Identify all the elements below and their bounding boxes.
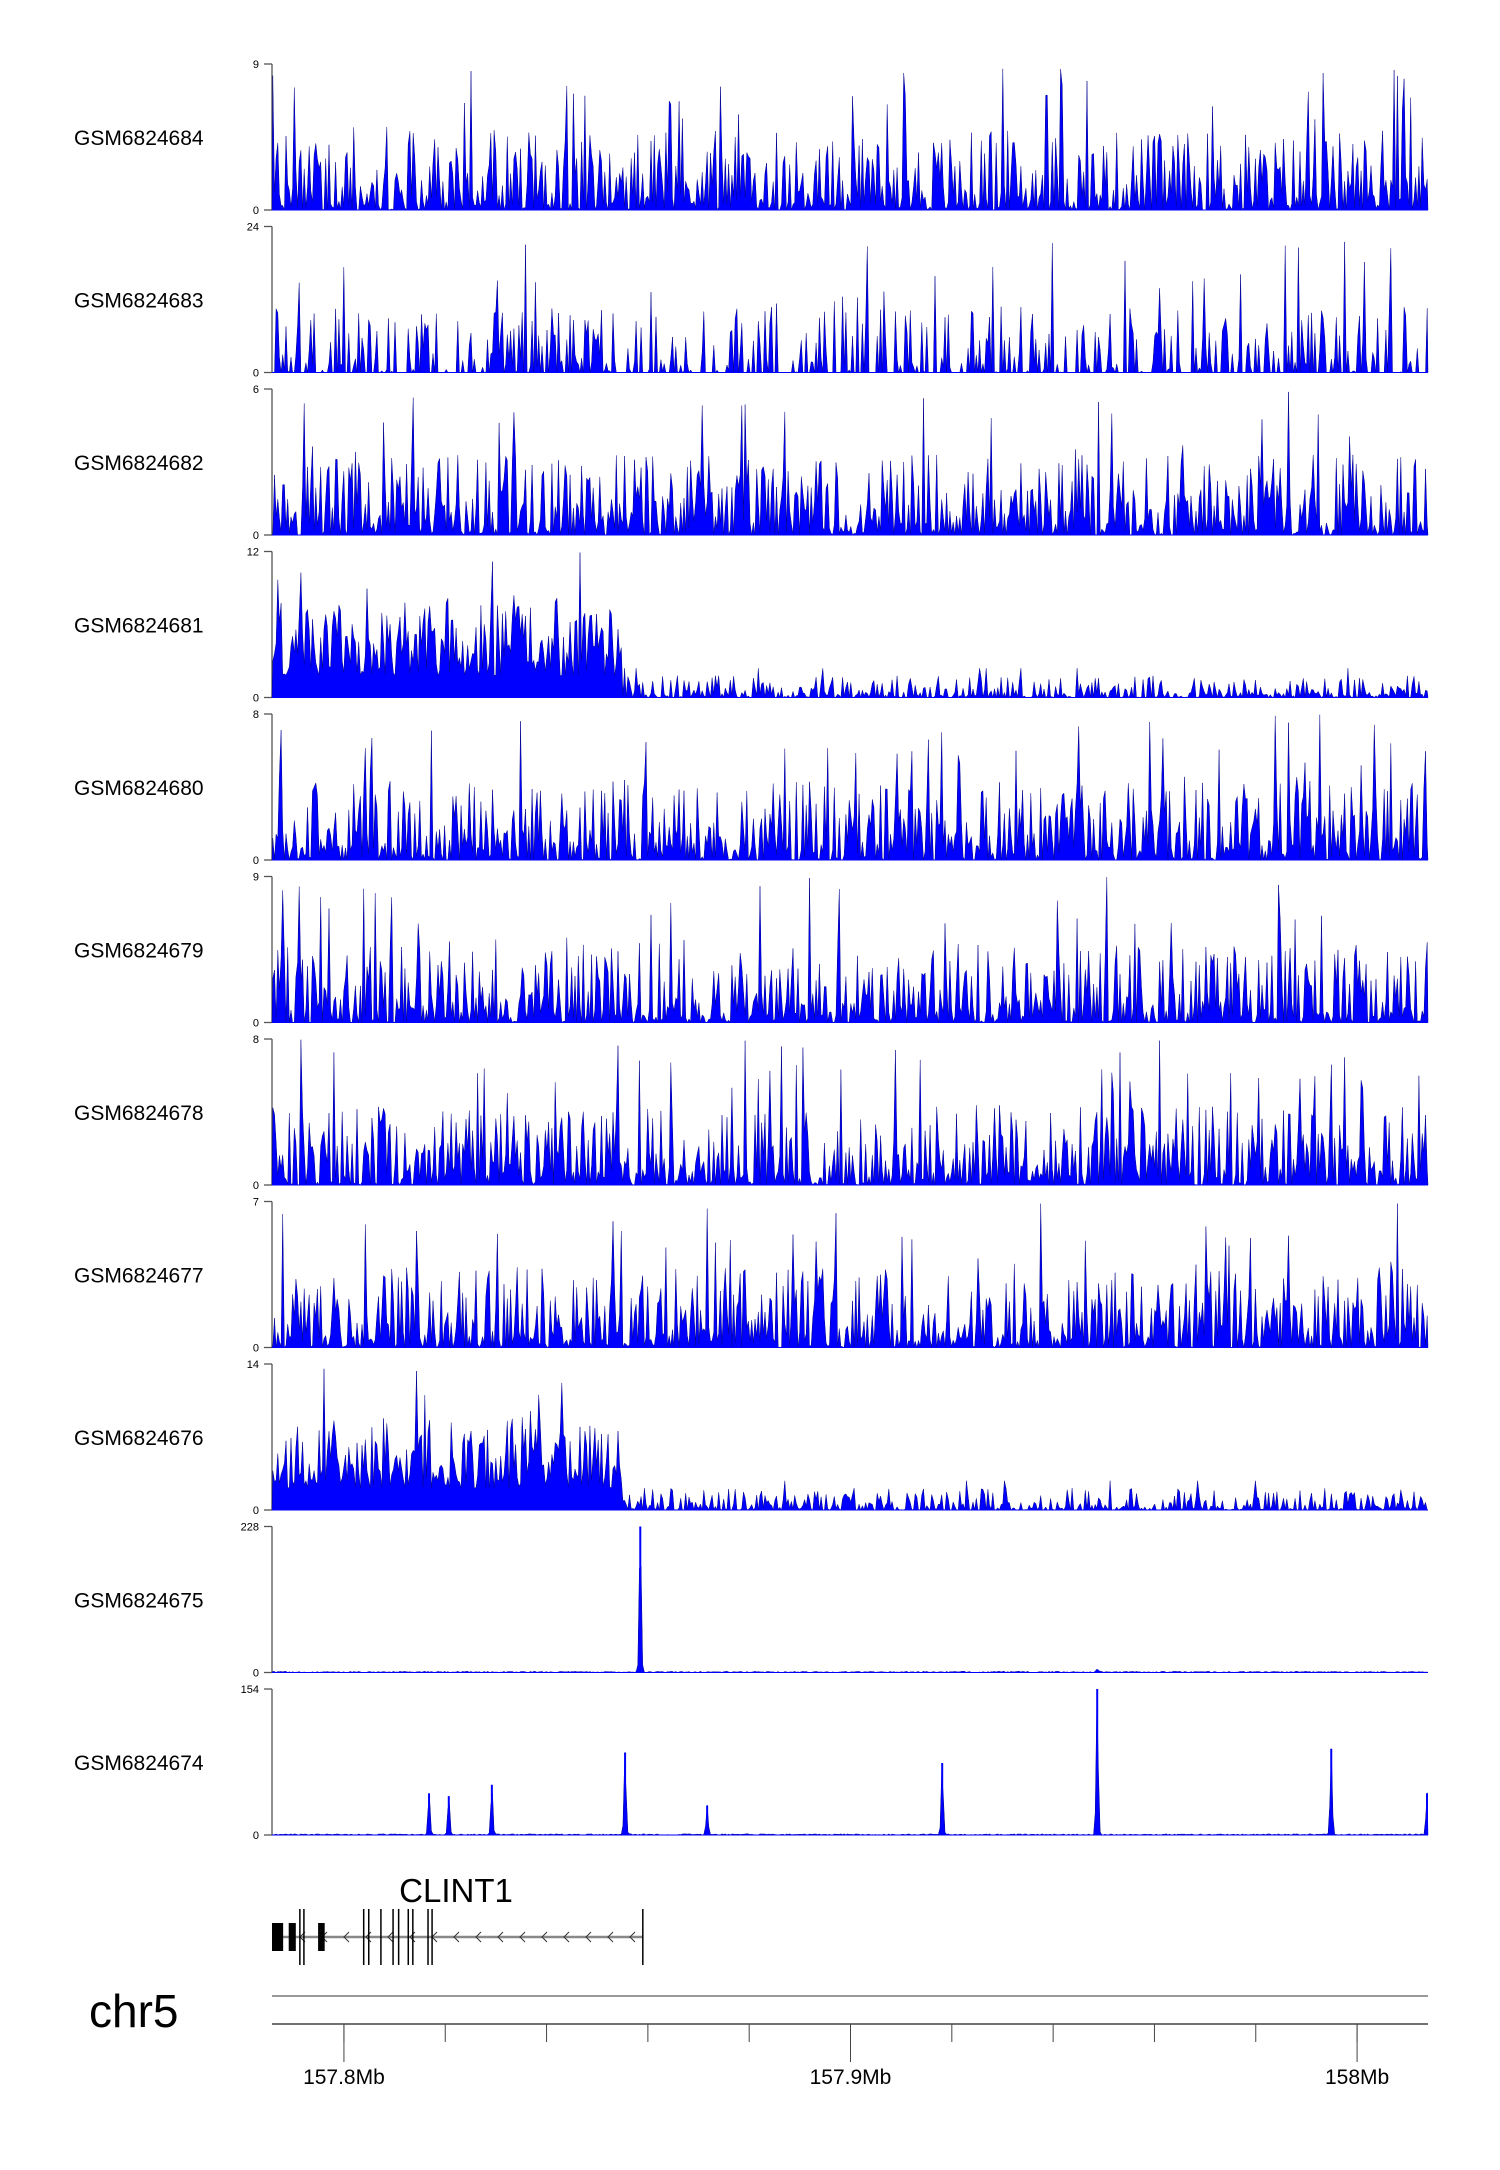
y-tick-label: 14 <box>247 1359 259 1371</box>
x-tick-label: 157.8Mb <box>303 2066 385 2089</box>
track-label: GSM6824680 <box>74 777 204 800</box>
strand-arrow-icon <box>343 1931 350 1943</box>
y-tick-label: 9 <box>253 872 259 884</box>
coverage-area <box>271 1368 1429 1511</box>
x-tick-label: 157.9Mb <box>810 2066 892 2089</box>
y-tick-label: 0 <box>253 1668 259 1680</box>
strand-arrow-icon <box>563 1931 570 1943</box>
coverage-area <box>271 1565 1429 1673</box>
y-tick-label: 0 <box>253 530 259 542</box>
y-tick-label: 0 <box>253 1018 259 1030</box>
track-label: GSM6824678 <box>74 1102 204 1125</box>
track-GSM6824676: GSM6824676 14 0 <box>74 1359 1429 1517</box>
y-tick-label: 228 <box>241 1522 259 1534</box>
coverage-area <box>271 391 1429 536</box>
track-label: GSM6824674 <box>74 1752 204 1775</box>
y-tick-label: 8 <box>253 1034 259 1046</box>
y-tick-label: 154 <box>241 1684 259 1696</box>
track-GSM6824680: GSM6824680 8 0 <box>74 709 1429 867</box>
track-GSM6824683: GSM6824683 24 0 <box>74 222 1429 380</box>
track-GSM6824684: GSM6824684 9 0 <box>74 59 1429 217</box>
strand-arrow-icon <box>541 1931 548 1943</box>
track-label: GSM6824682 <box>74 452 204 475</box>
y-tick-label: 0 <box>253 855 259 867</box>
coverage-area <box>272 241 1429 374</box>
coverage-area <box>271 1039 1429 1186</box>
track-label: GSM6824679 <box>74 940 204 963</box>
coverage-area <box>271 877 1429 1024</box>
coverage-area <box>271 68 1429 211</box>
gene-track: CLINT1 <box>272 1872 644 1965</box>
strand-arrow-icon <box>585 1931 592 1943</box>
genome-axis: chr5 157.8Mb 157.9Mb 158Mb <box>89 1985 1428 2089</box>
y-tick-label: 0 <box>253 205 259 217</box>
track-label: GSM6824681 <box>74 615 204 638</box>
track-GSM6824682: GSM6824682 6 0 <box>74 384 1429 542</box>
y-tick-label: 7 <box>253 1197 259 1209</box>
gene-exon <box>318 1923 325 1951</box>
strand-arrow-icon <box>497 1931 504 1943</box>
track-label: GSM6824676 <box>74 1427 204 1450</box>
x-tick-label: 158Mb <box>1325 2066 1389 2089</box>
track-GSM6824677: GSM6824677 7 0 <box>74 1197 1429 1355</box>
y-tick-label: 12 <box>247 547 259 559</box>
track-GSM6824675: GSM6824675 228 0 <box>74 1522 1429 1680</box>
y-tick-label: 6 <box>253 384 259 396</box>
y-tick-label: 24 <box>247 222 259 234</box>
coverage-tracks: GSM682468490GSM6824683240GSM682468260GSM… <box>74 59 1429 1842</box>
y-tick-label: 0 <box>253 368 259 380</box>
track-GSM6824678: GSM6824678 8 0 <box>74 1034 1429 1192</box>
y-tick-label: 8 <box>253 709 259 721</box>
gene-exon <box>272 1923 284 1951</box>
track-label: GSM6824677 <box>74 1265 204 1288</box>
strand-arrow-icon <box>629 1931 636 1943</box>
y-tick-label: 0 <box>253 1180 259 1192</box>
track-GSM6824681: GSM6824681 12 0 <box>74 547 1429 705</box>
track-label: GSM6824683 <box>74 290 204 313</box>
y-tick-label: 0 <box>253 1343 259 1355</box>
track-label: GSM6824675 <box>74 1590 204 1613</box>
track-GSM6824674: GSM6824674 154 0 <box>74 1684 1429 1842</box>
chromosome-label: chr5 <box>89 1985 178 2037</box>
gene-label: CLINT1 <box>399 1872 513 1909</box>
coverage-area <box>271 1203 1429 1349</box>
coverage-area <box>271 1695 1429 1836</box>
track-GSM6824679: GSM6824679 9 0 <box>74 872 1429 1030</box>
gene-exon <box>288 1923 296 1951</box>
coverage-area <box>271 714 1429 861</box>
y-tick-label: 0 <box>253 1505 259 1517</box>
strand-arrow-icon <box>475 1931 482 1943</box>
strand-arrow-icon <box>387 1931 394 1943</box>
y-tick-label: 9 <box>253 59 259 71</box>
track-label: GSM6824684 <box>74 127 204 150</box>
strand-arrow-icon <box>519 1931 526 1943</box>
y-tick-label: 0 <box>253 1830 259 1842</box>
strand-arrow-icon <box>607 1931 614 1943</box>
coverage-area <box>271 552 1429 699</box>
strand-arrow-icon <box>453 1931 460 1943</box>
y-tick-label: 0 <box>253 693 259 705</box>
